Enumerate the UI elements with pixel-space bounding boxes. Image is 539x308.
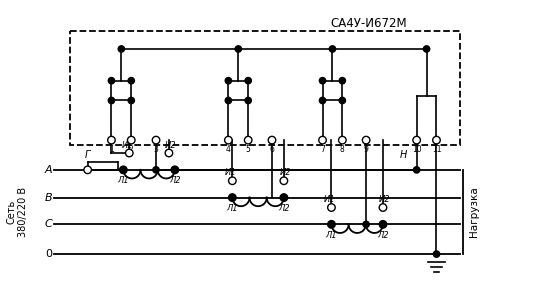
Text: И2: И2	[165, 140, 177, 150]
Text: 10: 10	[412, 144, 421, 154]
Circle shape	[338, 136, 346, 144]
Circle shape	[319, 136, 326, 144]
Circle shape	[339, 78, 345, 84]
Text: И1: И1	[121, 140, 133, 150]
Circle shape	[319, 97, 326, 104]
Text: И1: И1	[225, 168, 236, 177]
Circle shape	[128, 97, 134, 104]
Circle shape	[235, 46, 241, 52]
Circle shape	[379, 221, 387, 228]
Circle shape	[424, 46, 430, 52]
Circle shape	[165, 149, 172, 157]
Text: 9: 9	[364, 144, 369, 154]
Circle shape	[363, 221, 369, 228]
Text: 5: 5	[246, 144, 251, 154]
Circle shape	[153, 167, 159, 173]
Circle shape	[329, 46, 336, 52]
Text: Г: Г	[85, 150, 91, 160]
Text: Л2: Л2	[278, 204, 289, 213]
Circle shape	[433, 136, 440, 144]
Text: И2: И2	[280, 168, 292, 177]
Circle shape	[280, 177, 288, 184]
Text: Л1: Л1	[326, 231, 337, 240]
Text: 11: 11	[432, 144, 441, 154]
Circle shape	[108, 136, 115, 144]
Circle shape	[379, 204, 387, 211]
Text: 3: 3	[154, 144, 158, 154]
Text: Сеть
380/220 В: Сеть 380/220 В	[6, 187, 28, 237]
Circle shape	[413, 167, 420, 173]
Circle shape	[172, 167, 178, 173]
Circle shape	[171, 166, 178, 174]
Text: Л1: Л1	[226, 204, 238, 213]
Circle shape	[128, 136, 135, 144]
Text: СА4У-И672М: СА4У-И672М	[331, 17, 407, 30]
Circle shape	[229, 194, 236, 201]
Circle shape	[152, 136, 160, 144]
Text: 4: 4	[226, 144, 231, 154]
Text: C: C	[44, 219, 52, 229]
Text: И1: И1	[323, 195, 335, 204]
Circle shape	[362, 136, 370, 144]
Circle shape	[328, 204, 335, 211]
Circle shape	[433, 251, 440, 257]
Text: 1: 1	[109, 144, 114, 154]
Text: B: B	[44, 192, 52, 203]
Text: Нагрузка: Нагрузка	[469, 187, 479, 237]
Circle shape	[244, 136, 252, 144]
Circle shape	[281, 194, 287, 201]
Circle shape	[225, 136, 232, 144]
Circle shape	[268, 136, 276, 144]
Circle shape	[280, 194, 288, 201]
Circle shape	[413, 136, 420, 144]
Circle shape	[229, 177, 236, 184]
Text: Н: Н	[400, 150, 407, 160]
Text: Л1: Л1	[118, 176, 129, 185]
Circle shape	[328, 221, 335, 228]
Circle shape	[225, 78, 232, 84]
Text: 6: 6	[270, 144, 274, 154]
Text: Л2: Л2	[377, 231, 389, 240]
Text: 2: 2	[129, 144, 134, 154]
Bar	[70, 31, 460, 145]
Circle shape	[339, 97, 345, 104]
Text: 0: 0	[45, 249, 52, 259]
Circle shape	[84, 166, 92, 174]
Circle shape	[128, 78, 134, 84]
Text: 7: 7	[320, 144, 325, 154]
Circle shape	[328, 221, 335, 228]
Circle shape	[229, 194, 236, 201]
Circle shape	[120, 167, 127, 173]
Circle shape	[380, 221, 386, 228]
Text: Л2: Л2	[169, 176, 181, 185]
Circle shape	[126, 149, 133, 157]
Circle shape	[108, 78, 115, 84]
Text: A: A	[44, 165, 52, 175]
Circle shape	[108, 97, 115, 104]
Circle shape	[245, 78, 251, 84]
Circle shape	[319, 78, 326, 84]
Circle shape	[118, 46, 125, 52]
Circle shape	[225, 97, 232, 104]
Text: И2: И2	[379, 195, 391, 204]
Circle shape	[245, 97, 251, 104]
Text: 8: 8	[340, 144, 345, 154]
Circle shape	[120, 166, 127, 174]
